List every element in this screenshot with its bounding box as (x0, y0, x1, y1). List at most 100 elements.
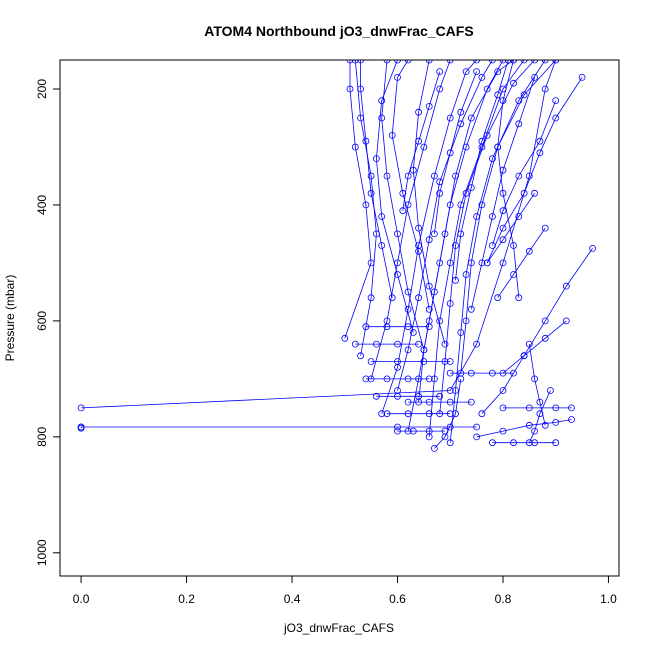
data-point (425, 323, 433, 331)
profile-series (488, 97, 560, 249)
profile-line (375, 60, 414, 333)
data-point (488, 369, 496, 377)
profile-series (525, 387, 554, 447)
data-point (430, 172, 438, 180)
data-point (446, 423, 454, 431)
data-point (388, 294, 396, 302)
data-point (536, 410, 544, 418)
data-point (483, 85, 491, 93)
data-point (383, 60, 391, 64)
data-point (499, 97, 507, 104)
data-point (430, 288, 438, 296)
data-point (457, 108, 465, 116)
data-point (568, 404, 575, 412)
data-point (425, 305, 433, 313)
profile-line (81, 60, 557, 409)
data-point (441, 433, 449, 441)
y-axis: 200 400 600 800 1000 (35, 79, 61, 566)
data-point (525, 404, 533, 412)
profile-line (476, 419, 572, 438)
profile-series (446, 60, 549, 447)
data-point (452, 276, 459, 284)
data-point (394, 271, 401, 278)
data-point (473, 340, 481, 348)
data-point (499, 259, 507, 267)
data-point (425, 103, 433, 110)
profile-series (446, 369, 517, 377)
data-point (446, 387, 454, 394)
data-point (541, 421, 549, 429)
data-point (446, 300, 454, 307)
data-point (536, 149, 544, 157)
data-point (510, 439, 517, 447)
data-point (489, 60, 496, 64)
data-point (552, 404, 560, 412)
data-point (462, 68, 470, 75)
data-point (372, 155, 380, 163)
data-point (478, 201, 486, 209)
data-point (436, 259, 444, 267)
data-point (394, 340, 401, 348)
profile-line (460, 60, 556, 374)
data-point (394, 392, 401, 400)
profile-series (357, 60, 396, 302)
data-point (383, 375, 391, 383)
profile-series (494, 60, 523, 302)
profile-series (473, 416, 575, 441)
data-point (467, 259, 475, 267)
data-point (399, 207, 407, 215)
profile-series (394, 60, 496, 394)
data-point (473, 433, 481, 441)
profile-series (351, 340, 423, 348)
data-point (488, 213, 496, 220)
data-point (510, 60, 517, 64)
data-point (568, 416, 575, 423)
data-point (562, 317, 570, 325)
profile-line (439, 60, 535, 414)
data-point (346, 60, 354, 64)
data-point (525, 421, 533, 429)
data-point (404, 201, 412, 209)
data-point (404, 288, 412, 296)
data-point (483, 259, 491, 267)
profile-line (434, 71, 477, 234)
profile-line (428, 60, 525, 437)
data-point (378, 410, 386, 418)
profile-line (492, 100, 557, 246)
data-point (531, 60, 538, 64)
data-point (425, 375, 433, 383)
data-point (510, 79, 517, 87)
data-point (499, 224, 507, 232)
data-point (357, 60, 364, 64)
data-point (499, 404, 507, 412)
data-point (362, 201, 370, 209)
data-point (436, 189, 444, 197)
profile-line (528, 390, 551, 443)
data-point (552, 418, 560, 426)
data-point (378, 213, 386, 220)
data-point (341, 334, 349, 342)
data-point (362, 137, 370, 145)
data-point (394, 427, 401, 435)
data-point (515, 120, 523, 128)
data-point (525, 439, 533, 447)
data-point (541, 334, 549, 342)
profile-line (381, 60, 477, 414)
data-point (357, 85, 365, 93)
profile-line (497, 227, 546, 298)
data-point (409, 166, 417, 174)
data-point (488, 155, 496, 163)
data-point (499, 387, 507, 394)
data-point (446, 369, 454, 377)
data-point (457, 230, 465, 238)
data-point (77, 404, 85, 412)
data-point (531, 427, 538, 435)
data-point (446, 259, 454, 267)
profile-line (497, 60, 520, 298)
data-point (378, 242, 386, 249)
profile-line (486, 193, 535, 264)
data-point (541, 60, 549, 64)
data-point (425, 282, 433, 290)
data-point (404, 346, 412, 354)
data-point (552, 60, 560, 64)
